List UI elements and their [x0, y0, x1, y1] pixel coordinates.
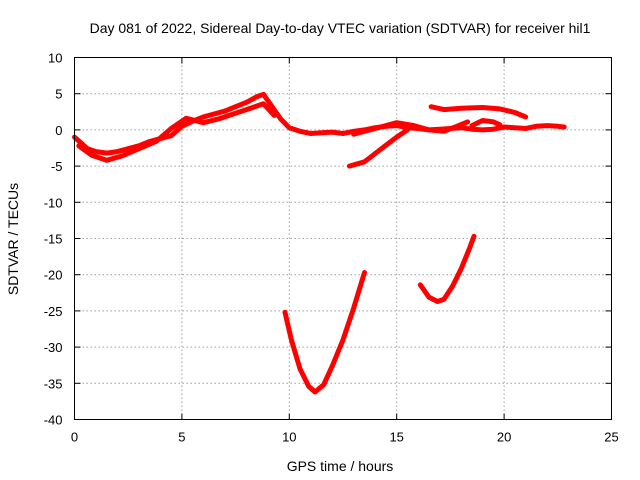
y-tick-label: -25: [44, 304, 63, 319]
grid-layer: [74, 57, 612, 420]
y-tick-label: 0: [55, 123, 62, 138]
y-tick-label: -20: [44, 268, 63, 283]
series-arc-6: [469, 118, 503, 129]
x-tick-label: 25: [604, 430, 618, 445]
x-tick-label: 10: [282, 430, 296, 445]
x-tick-label: 5: [178, 430, 185, 445]
x-tick-label: 20: [497, 430, 511, 445]
tick-layer: 0 5 10 15 20 25 -40 -35 -30 -25 -20 -15 -10 -5 0 5 10: [44, 51, 619, 445]
x-tick-label: 15: [389, 430, 403, 445]
y-tick-label: -5: [51, 159, 63, 174]
y-tick-label: -30: [44, 340, 63, 355]
series-arc-4: [351, 119, 471, 137]
y-tick-label: -15: [44, 232, 63, 247]
series-arc-3: [346, 127, 410, 169]
series-arc-7: [282, 270, 367, 395]
series-arc-8: [417, 233, 477, 304]
y-tick-label: -10: [44, 195, 63, 210]
series-arc-5: [428, 104, 529, 120]
chart-title: Day 081 of 2022, Sidereal Day-to-day VTE…: [90, 20, 591, 36]
y-tick-label: -40: [44, 413, 63, 428]
y-tick-label: 5: [55, 87, 62, 102]
y-tick-label: 10: [48, 51, 62, 66]
x-tick-label: 0: [71, 430, 78, 445]
y-tick-label: -35: [44, 376, 63, 391]
series-arc-2: [76, 101, 277, 163]
y-axis-label: SDTVAR / TECUs: [5, 183, 21, 295]
x-axis-label: GPS time / hours: [287, 458, 394, 474]
series-layer: [72, 91, 567, 395]
